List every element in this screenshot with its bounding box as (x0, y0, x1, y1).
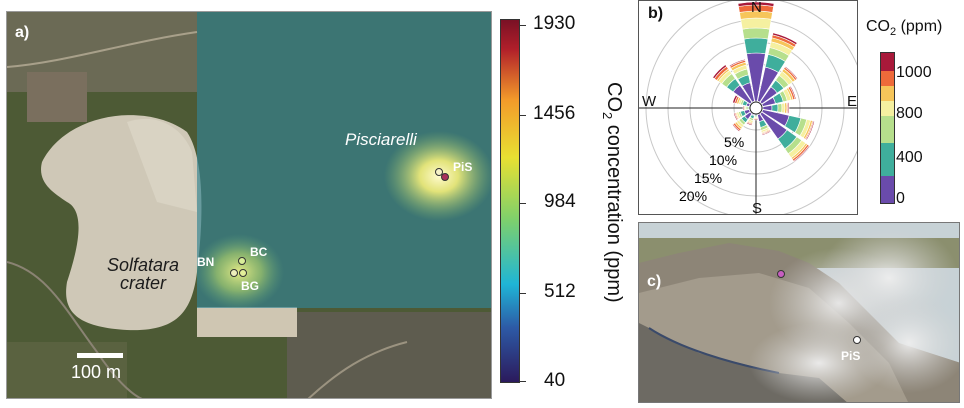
site-marker-pis-white (435, 168, 443, 176)
radial-label-5: 5% (724, 134, 745, 150)
site-marker-bg (239, 269, 247, 277)
satellite-map (7, 12, 491, 398)
rose-legend-tick: 0 (896, 190, 905, 207)
compass-north: N (751, 0, 762, 16)
panel-a-label: a) (15, 24, 30, 41)
rose-center (749, 101, 763, 115)
site-marker-bn (230, 269, 238, 277)
colorbar-tick: 40 (544, 370, 566, 391)
site-label-bn: BN (197, 255, 215, 269)
rose-sector (712, 64, 728, 80)
crater-label: Solfatara crater (93, 256, 193, 292)
scale-bar (77, 353, 123, 358)
rose-sector (732, 94, 738, 104)
site-marker-pis-purple (441, 173, 449, 181)
crater-label-line1: Solfatara (106, 255, 180, 275)
compass-south: S (752, 200, 763, 215)
co2-colorbar (500, 19, 520, 383)
panel-c-label: c) (647, 273, 662, 290)
rose-legend-title-main: CO (866, 18, 890, 35)
rose-legend-title: CO2 (ppm) (866, 18, 942, 38)
rose-sector (784, 65, 799, 80)
site-photo (639, 223, 959, 402)
colorbar-tick: 1456 (533, 103, 576, 124)
colorbar-title: CO2 concentration (ppm) (600, 82, 625, 303)
rose-sector (731, 123, 741, 133)
rose-sector (733, 112, 738, 121)
rose-legend-tick: 400 (896, 149, 923, 166)
photo-marker-pis (853, 336, 861, 344)
rose-sector (742, 27, 770, 40)
radial-label-10: 10% (709, 152, 738, 168)
rose-sector (793, 145, 811, 163)
compass-east: E (847, 93, 858, 110)
rose-legend-title-rest: (ppm) (896, 18, 943, 35)
colorbar-title-main: CO (603, 82, 625, 112)
rose-sector (728, 58, 746, 67)
radial-label-20: 20% (679, 188, 708, 204)
compass-west: W (642, 93, 657, 110)
rose-sector (742, 105, 745, 111)
rose-sector (737, 1, 775, 7)
crater-label-line2: crater (119, 273, 166, 293)
colorbar-tick-mark (520, 381, 526, 382)
rose-sector (761, 130, 772, 136)
rose-legend-tick: 800 (896, 105, 923, 122)
wind-rose-panel: b) N S E W 5% 10% 15% 20% (638, 0, 858, 215)
rose-sector (743, 37, 769, 55)
rose-sector (789, 85, 797, 100)
radial-label-15: 15% (694, 170, 723, 186)
colorbar-tick-mark (520, 25, 526, 26)
site-label-bg: BG (241, 279, 259, 293)
colorbar-title-wrap: CO2 concentration (ppm) (600, 82, 625, 362)
photo-site-label: PiS (841, 349, 861, 363)
pisciarelli-label: Pisciarelli (345, 130, 417, 149)
wind-rose (639, 1, 857, 214)
map-panel: a) Solfatara crater Pisciarelli BN BC BG… (6, 11, 492, 399)
colorbar-tick: 1930 (533, 13, 576, 34)
rose-sector (745, 121, 753, 126)
rose-sector (777, 103, 783, 113)
panel-b-label: b) (648, 5, 664, 22)
rose-legend-colorbar (880, 52, 895, 204)
rose-sector (740, 17, 772, 30)
rose-sector (787, 102, 790, 114)
colorbar-tick-mark (520, 115, 526, 116)
rose-sector (753, 118, 759, 121)
colorbar-title-rest: concentration (ppm) (603, 119, 625, 303)
rose-sector (805, 120, 815, 141)
site-marker-bc (238, 257, 246, 265)
rose-legend-tick: 1000 (896, 64, 932, 81)
rose-sector (772, 32, 798, 46)
rose-sector (771, 103, 779, 113)
colorbar-tick-mark (520, 203, 526, 204)
colorbar-tick: 984 (544, 191, 576, 212)
colorbar-tick-mark (520, 293, 526, 294)
site-label-pis: PiS (453, 160, 473, 174)
photo-panel: c) PiS (638, 222, 960, 403)
photo-marker-purple (777, 270, 785, 278)
rose-legend-title-sub: 2 (890, 26, 897, 39)
colorbar-tick: 512 (544, 281, 576, 302)
scale-bar-label: 100 m (71, 362, 122, 382)
site-label-bc: BC (250, 245, 268, 259)
